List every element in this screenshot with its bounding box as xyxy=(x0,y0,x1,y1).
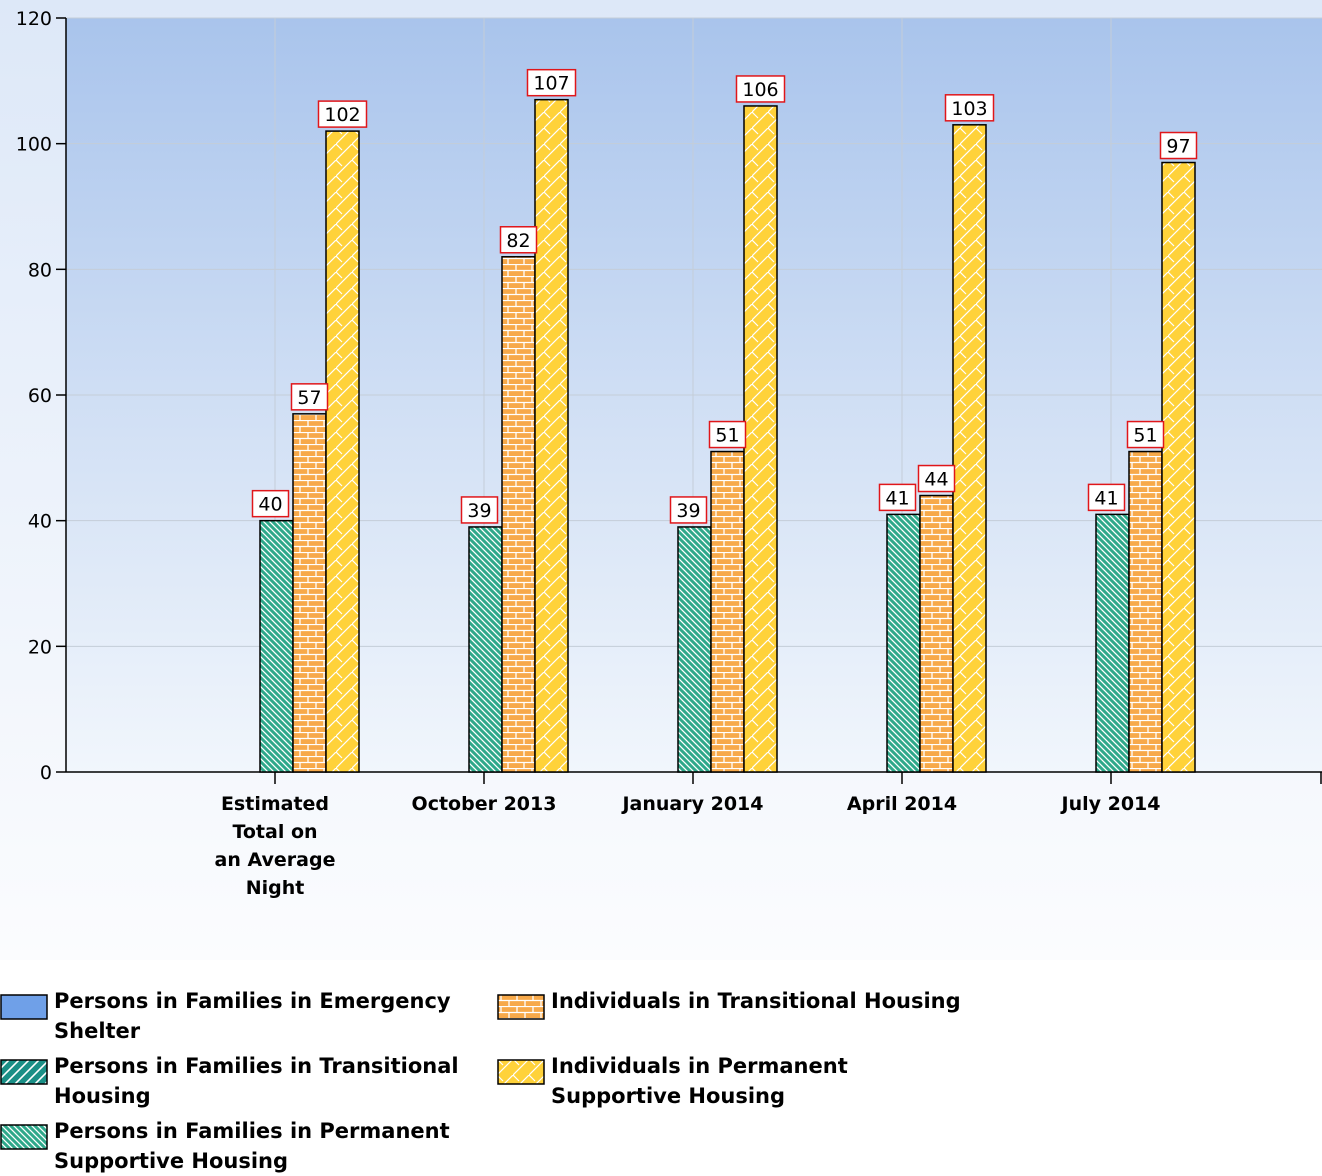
bar xyxy=(468,526,503,773)
bar xyxy=(919,494,954,773)
x-tick-label: Estimated Total on an Average Night xyxy=(215,793,336,899)
data-label: 103 xyxy=(944,94,995,122)
legend-swatch xyxy=(0,1124,48,1150)
data-label: 41 xyxy=(1087,483,1126,512)
bar xyxy=(325,130,360,773)
legend-swatch xyxy=(0,994,48,1020)
x-tick-label: April 2014 xyxy=(847,793,957,815)
data-label: 97 xyxy=(1159,131,1198,160)
bar xyxy=(1128,450,1163,773)
bar xyxy=(1161,161,1196,773)
y-tick-label: 60 xyxy=(28,385,52,407)
bar xyxy=(534,98,569,773)
y-tick-label: 20 xyxy=(28,636,52,658)
x-tick-label: January 2014 xyxy=(620,793,763,815)
legend-label: Individuals in Permanent Supportive Hous… xyxy=(551,1054,848,1108)
data-label: 82 xyxy=(499,226,538,254)
data-label-text: 41 xyxy=(885,487,909,509)
data-label: 51 xyxy=(1126,420,1165,449)
data-label-text: 44 xyxy=(924,469,948,491)
data-label: 57 xyxy=(290,383,329,411)
data-label-text: 102 xyxy=(324,104,360,126)
axes: 0 20 40 60 80 100 120 Estimated Total on an Avera… xyxy=(16,8,1322,899)
data-label-text: 106 xyxy=(742,79,778,101)
data-label-text: 51 xyxy=(715,425,739,447)
data-label-text: 40 xyxy=(258,494,282,516)
data-label-text: 51 xyxy=(1133,425,1157,447)
data-label: 40 xyxy=(251,489,290,518)
bar xyxy=(710,450,745,773)
legend-item: Persons in Families in Permanent Support… xyxy=(0,1116,474,1176)
data-label-text: 107 xyxy=(533,73,569,95)
bar xyxy=(677,526,712,773)
legend-item: Individuals in Transitional Housing xyxy=(497,986,971,1020)
data-label: 51 xyxy=(708,420,747,449)
bar xyxy=(886,513,921,773)
bar xyxy=(952,124,987,773)
data-label-text: 82 xyxy=(506,230,530,252)
legend-label: Individuals in Transitional Housing xyxy=(551,989,961,1013)
legend-swatch xyxy=(497,1059,545,1085)
data-label: 39 xyxy=(460,496,499,524)
legend-item: Persons in Families in Emergency Shelter xyxy=(0,986,474,1046)
bar-chart: 0 20 40 60 80 100 120 Estimated Total on an Avera… xyxy=(16,8,1322,899)
legend-item: Persons in Families in Transitional Hous… xyxy=(0,1051,474,1111)
legend-label: Persons in Families in Permanent Support… xyxy=(54,1119,450,1173)
y-tick-label: 0 xyxy=(40,762,52,784)
bars xyxy=(259,98,1196,773)
x-tick-label: October 2013 xyxy=(412,793,557,815)
bar xyxy=(501,256,536,773)
x-tick-label: July 2014 xyxy=(1060,793,1161,815)
y-tick-label: 80 xyxy=(28,259,52,281)
data-label-text: 57 xyxy=(297,387,321,409)
y-tick-label: 100 xyxy=(16,134,52,156)
y-tick-label: 120 xyxy=(16,8,52,30)
data-label: 107 xyxy=(526,68,577,97)
chart-area: 0 20 40 60 80 100 120 Estimated Total on an Avera… xyxy=(0,0,1322,960)
data-label: 39 xyxy=(669,496,708,524)
data-label-text: 39 xyxy=(676,500,700,522)
bar xyxy=(743,105,778,773)
bar xyxy=(1095,513,1130,773)
data-label: 102 xyxy=(317,100,368,128)
data-label: 41 xyxy=(878,483,917,512)
data-label: 44 xyxy=(917,464,956,493)
legend: Persons in Families in Emergency Shelter… xyxy=(0,986,1000,1175)
legend-swatch xyxy=(497,994,545,1020)
data-labels: 40 57 102 39 82 107 39 51 106 41 44 103 41 51 97 xyxy=(251,68,1198,524)
legend-label: Persons in Families in Transitional Hous… xyxy=(54,1054,459,1108)
bar xyxy=(292,413,327,773)
data-label-text: 39 xyxy=(467,500,491,522)
data-label-text: 41 xyxy=(1094,487,1118,509)
legend-item: Individuals in Permanent Supportive Hous… xyxy=(497,1051,971,1111)
data-label-text: 103 xyxy=(951,98,987,120)
legend-label: Persons in Families in Emergency Shelter xyxy=(54,989,451,1043)
data-label: 106 xyxy=(735,75,786,103)
bar xyxy=(259,519,294,773)
data-label-text: 97 xyxy=(1166,136,1190,158)
legend-swatch xyxy=(0,1059,48,1085)
y-tick-label: 40 xyxy=(28,511,52,533)
